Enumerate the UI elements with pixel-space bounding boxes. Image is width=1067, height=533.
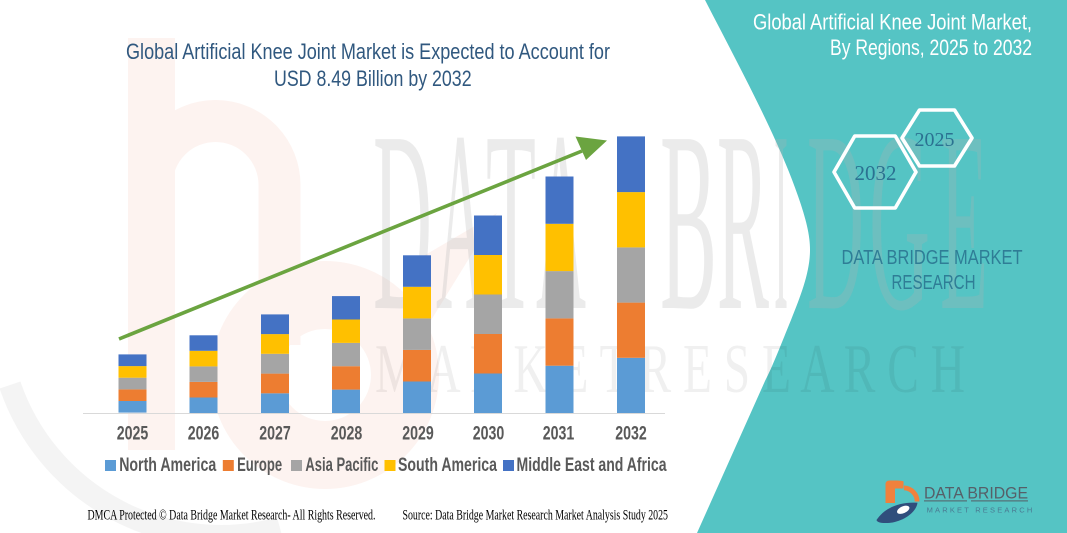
svg-text:I: I (774, 78, 788, 364)
svg-text:B: B (660, 78, 717, 364)
svg-text:Europe: Europe (237, 455, 282, 476)
svg-text:Asia Pacific: Asia Pacific (305, 455, 378, 476)
svg-text:DMCA Protected © Data Bridge M: DMCA Protected © Data Bridge Market Rese… (88, 508, 376, 524)
svg-text:North America: North America (119, 455, 216, 476)
svg-text:2028: 2028 (331, 424, 363, 445)
svg-text:G: G (869, 78, 930, 364)
svg-text:2029: 2029 (402, 424, 434, 445)
svg-text:2025: 2025 (117, 424, 149, 445)
svg-text:MARKET RESEARCH: MARKET RESEARCH (927, 506, 1035, 515)
svg-text:Source: Data Bridge Market Res: Source: Data Bridge Market Research Mark… (403, 508, 669, 524)
svg-text:By Regions, 2025 to 2032: By Regions, 2025 to 2032 (830, 35, 1032, 60)
svg-text:DATA BRIDGE: DATA BRIDGE (924, 484, 1028, 503)
svg-text:R: R (717, 78, 769, 364)
svg-text:E: E (940, 78, 988, 364)
svg-text:Global Artificial Knee Joint M: Global Artificial Knee Joint Market, (753, 10, 1032, 35)
svg-text:2030: 2030 (473, 424, 505, 445)
svg-text:USD 8.49 Billion by 2032: USD 8.49 Billion by 2032 (274, 66, 472, 91)
svg-text:2025: 2025 (915, 129, 955, 151)
svg-text:2031: 2031 (543, 424, 575, 445)
svg-text:2026: 2026 (188, 424, 220, 445)
svg-text:D: D (807, 78, 864, 364)
svg-text:2032: 2032 (615, 424, 647, 445)
svg-text:South America: South America (398, 455, 497, 476)
svg-text:2032: 2032 (855, 161, 897, 185)
svg-text:2027: 2027 (259, 424, 291, 445)
svg-text:DATA BRIDGE MARKET: DATA BRIDGE MARKET (842, 247, 1023, 269)
svg-text:RESEARCH: RESEARCH (892, 272, 976, 294)
svg-text:Global Artificial Knee Joint M: Global Artificial Knee Joint Market is E… (126, 39, 610, 64)
svg-text:Middle East and Africa: Middle East and Africa (517, 455, 667, 476)
svg-text:M A R K E T R E S E A R C H: M A R K E T R E S E A R C H (375, 331, 965, 408)
